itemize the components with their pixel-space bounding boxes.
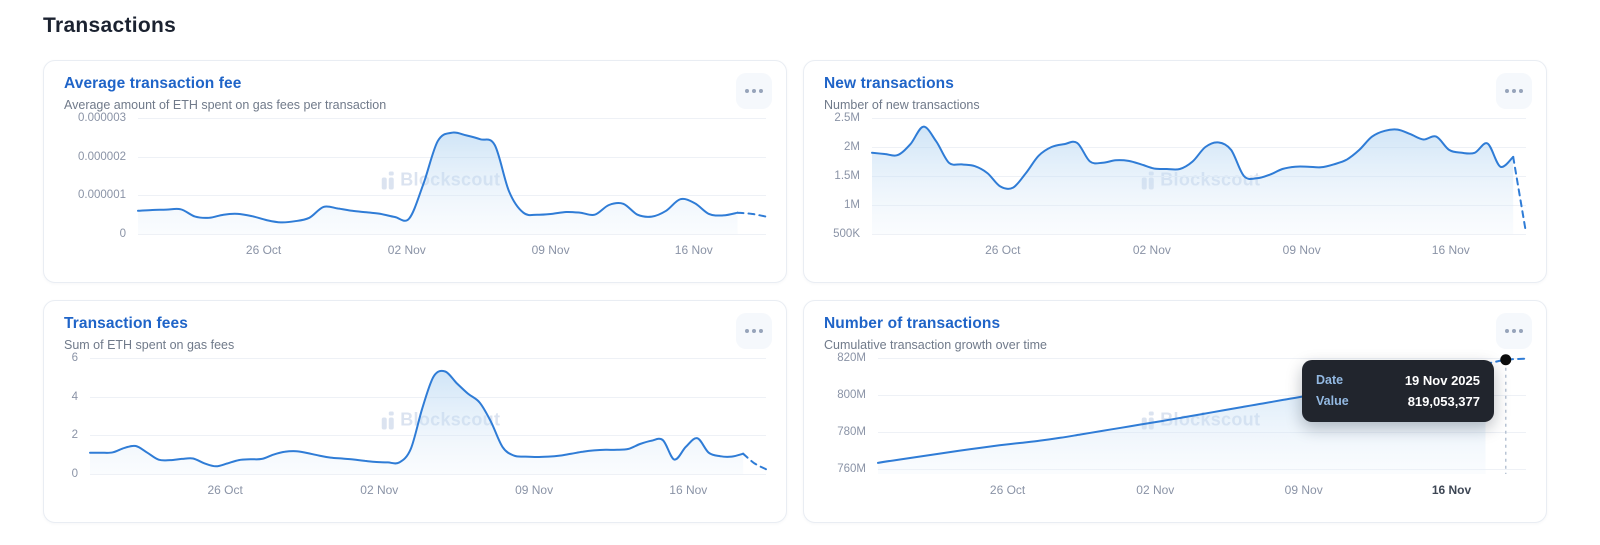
line-chart-number-of-transactions[interactable]: Blockscout Date 19 Nov 2025 Value 819,05… (824, 352, 1527, 506)
y-axis-tick-label: 4 (71, 390, 78, 403)
card-menu-button[interactable] (1496, 73, 1532, 109)
chart-title: Transaction fees (64, 315, 188, 332)
gridline (872, 147, 1526, 148)
x-axis-tick-label: 16 Nov (669, 483, 708, 497)
x-axis-tick-label: 16 Nov (1431, 243, 1470, 257)
chart-title: Average transaction fee (64, 75, 242, 92)
chart-tooltip: Date 19 Nov 2025 Value 819,053,377 (1302, 360, 1494, 422)
chart-card-average-transaction-fee: Average transaction fee Average amount o… (43, 60, 787, 283)
x-axis-tick-label: 26 Oct (245, 243, 282, 257)
card-header: Transaction fees Sum of ETH spent on gas… (64, 313, 772, 352)
x-axis-tick-label: 26 Oct (985, 243, 1021, 257)
x-axis-tick-label: 02 Nov (1132, 243, 1171, 257)
data-line (871, 125, 1515, 190)
gridline (90, 474, 766, 475)
chart-svg[interactable] (137, 118, 767, 236)
gridline (138, 118, 766, 119)
y-axis-tick-label: 820M (837, 352, 866, 364)
y-axis-tick-label: 2 (71, 429, 78, 442)
x-axis-tick-label: 26 Oct (207, 483, 243, 497)
tooltip-date-label: Date (1316, 373, 1344, 387)
data-line (137, 131, 739, 224)
card-header: Number of transactions Cumulative transa… (824, 313, 1532, 352)
ellipsis-icon (745, 329, 749, 333)
y-axis-tick-label: 800M (837, 389, 866, 402)
tooltip-value-value: 819,053,377 (1407, 394, 1480, 409)
tooltip-date-row: Date 19 Nov 2025 (1316, 370, 1480, 391)
y-axis-tick-label: 0.000002 (78, 150, 126, 163)
card-header: Average transaction fee Average amount o… (64, 73, 772, 112)
y-axis-tick-label: 6 (71, 352, 78, 364)
gridline (90, 358, 766, 359)
y-axis-tick-label: 1M (844, 199, 860, 211)
chart-svg[interactable] (871, 118, 1527, 236)
tooltip-value-row: Value 819,053,377 (1316, 391, 1480, 412)
chart-subtitle: Cumulative transaction growth over time (824, 338, 1048, 352)
y-axis-tick-label: 2M (844, 141, 860, 153)
y-axis-tick-label: 500K (833, 228, 860, 240)
x-axis-tick-label: 02 Nov (387, 243, 426, 257)
card-header: New transactions Number of new transacti… (824, 73, 1532, 112)
chart-svg[interactable] (89, 358, 767, 476)
chart-title: New transactions (824, 75, 954, 92)
chart-card-transaction-fees: Transaction fees Sum of ETH spent on gas… (43, 300, 787, 523)
x-axis-tick-label: 26 Oct (989, 483, 1026, 497)
chart-title: Number of transactions (824, 315, 1001, 332)
y-axis-tick-label: 0.000001 (78, 189, 126, 202)
x-axis-tick-label: 09 Nov (531, 243, 570, 257)
card-menu-button[interactable] (1496, 313, 1532, 349)
ellipsis-icon (1505, 329, 1509, 333)
x-axis-tick-label: 16 Nov (674, 243, 713, 257)
area-fill (872, 126, 1514, 234)
chart-card-number-of-transactions: Number of transactions Cumulative transa… (803, 300, 1547, 523)
gridline (878, 395, 1526, 397)
gridline (138, 234, 766, 235)
charts-grid: Average transaction fee Average amount o… (43, 60, 1547, 523)
gridline (872, 234, 1526, 235)
data-line (89, 369, 745, 468)
x-axis-tick-label: 16 Nov (1431, 483, 1472, 497)
tooltip-date-value: 19 Nov 2025 (1404, 373, 1480, 388)
area-fill (138, 132, 738, 234)
x-axis-tick-label: 09 Nov (1284, 483, 1323, 497)
x-axis-tick-label: 02 Nov (360, 483, 399, 497)
card-menu-button[interactable] (736, 73, 772, 109)
data-line-dashed-projection (736, 211, 767, 218)
y-axis-tick-label: 780M (837, 426, 866, 439)
card-menu-button[interactable] (736, 313, 772, 349)
data-line-dashed-projection (1512, 155, 1527, 234)
y-axis-tick-label: 1.5M (834, 170, 860, 182)
x-axis-tick-label: 02 Nov (1136, 483, 1175, 497)
gridline (872, 118, 1526, 119)
x-axis-tick-label: 09 Nov (515, 483, 554, 497)
x-axis-tick-label: 09 Nov (1282, 243, 1321, 257)
y-axis-tick-label: 760M (837, 463, 866, 476)
ellipsis-icon (745, 89, 749, 93)
area-fill (90, 370, 744, 474)
tooltip-value-label: Value (1316, 394, 1349, 408)
y-axis-tick-label: 0 (71, 468, 78, 480)
chart-subtitle: Number of new transactions (824, 98, 980, 112)
y-axis-tick-label: 0 (119, 228, 126, 240)
chart-subtitle: Sum of ETH spent on gas fees (64, 338, 235, 352)
y-axis-tick-label: 0.000003 (78, 112, 126, 124)
gridline (878, 358, 1526, 359)
ellipsis-icon (1505, 89, 1509, 93)
chart-subtitle: Average amount of ETH spent on gas fees … (64, 98, 387, 112)
data-line-dashed-projection (742, 452, 767, 471)
hover-point-marker (1500, 354, 1512, 366)
chart-card-new-transactions: New transactions Number of new transacti… (803, 60, 1547, 283)
page-title: Transactions (43, 14, 177, 37)
y-axis-tick-label: 2.5M (834, 112, 860, 124)
